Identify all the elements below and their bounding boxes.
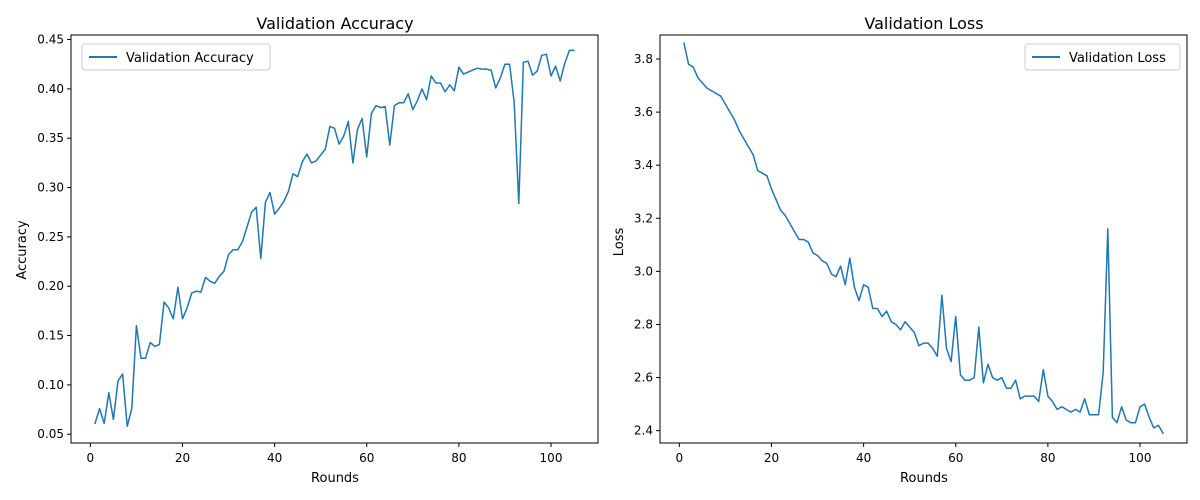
y-tick-label: 0.35 bbox=[37, 131, 64, 145]
y-tick-label: 0.20 bbox=[37, 279, 64, 293]
y-tick-label: 2.8 bbox=[634, 317, 653, 331]
series-line bbox=[683, 42, 1164, 435]
y-axis-label: Accuracy bbox=[15, 220, 30, 280]
x-tick-label: 40 bbox=[267, 451, 282, 465]
legend: Validation Loss bbox=[1024, 43, 1181, 71]
y-tick-label: 2.4 bbox=[634, 424, 653, 438]
x-tick-label: 80 bbox=[451, 451, 466, 465]
series-line bbox=[94, 49, 575, 428]
y-tick-label: 0.45 bbox=[37, 33, 64, 47]
plot-group bbox=[94, 49, 575, 428]
x-tick-label: 80 bbox=[1040, 451, 1055, 465]
x-tick-label: 20 bbox=[764, 451, 779, 465]
x-tick-label: 20 bbox=[175, 451, 190, 465]
y-tick-label: 0.15 bbox=[37, 329, 64, 343]
y-tick-label: 2.6 bbox=[634, 371, 653, 385]
plot-group bbox=[683, 42, 1164, 435]
tick-group: 0 20 40 60 80 100 0.05 0.10 0.15 0.20 0.25 0.30 0.35… bbox=[37, 33, 562, 465]
y-tick-label: 0.10 bbox=[37, 378, 64, 392]
y-tick-label: 0.25 bbox=[37, 230, 64, 244]
x-tick-label: 40 bbox=[856, 451, 871, 465]
y-axis-label: Loss bbox=[612, 228, 627, 257]
accuracy-chart: Validation Accuracy Rounds Accuracy 0 20 4… bbox=[15, 14, 599, 486]
legend-label: Validation Loss bbox=[1069, 51, 1166, 66]
legend-box bbox=[81, 43, 271, 71]
tick-group: 0 20 40 60 80 100 2.4 2.6 2.8 3.0 3.2 3.4 3.6 3.8 bbox=[634, 52, 1152, 465]
y-tick-label: 3.2 bbox=[634, 211, 653, 225]
y-tick-label: 3.8 bbox=[634, 52, 653, 66]
y-tick-label: 3.0 bbox=[634, 264, 653, 278]
x-tick-label: 0 bbox=[87, 451, 95, 465]
x-tick-label: 60 bbox=[359, 451, 374, 465]
x-tick-label: 100 bbox=[540, 451, 563, 465]
legend-box bbox=[1024, 43, 1181, 71]
chart-title: Validation Loss bbox=[864, 14, 983, 33]
y-tick-label: 0.05 bbox=[37, 427, 64, 441]
y-tick-label: 3.6 bbox=[634, 105, 653, 119]
y-tick-label: 3.4 bbox=[634, 158, 653, 172]
x-tick-label: 0 bbox=[676, 451, 684, 465]
plot-frame bbox=[70, 34, 599, 444]
plot-frame bbox=[659, 34, 1188, 444]
y-tick-label: 0.40 bbox=[37, 82, 64, 96]
x-tick-label: 60 bbox=[948, 451, 963, 465]
loss-chart: Validation Loss Rounds Loss 0 20 40 60 80 100… bbox=[612, 14, 1188, 486]
x-tick-label: 100 bbox=[1129, 451, 1152, 465]
legend-label: Validation Accuracy bbox=[126, 51, 254, 66]
x-axis-label: Rounds bbox=[311, 471, 359, 486]
chart-title: Validation Accuracy bbox=[256, 14, 413, 33]
y-tick-label: 0.30 bbox=[37, 181, 64, 195]
legend: Validation Accuracy bbox=[81, 43, 271, 71]
x-axis-label: Rounds bbox=[900, 471, 948, 486]
